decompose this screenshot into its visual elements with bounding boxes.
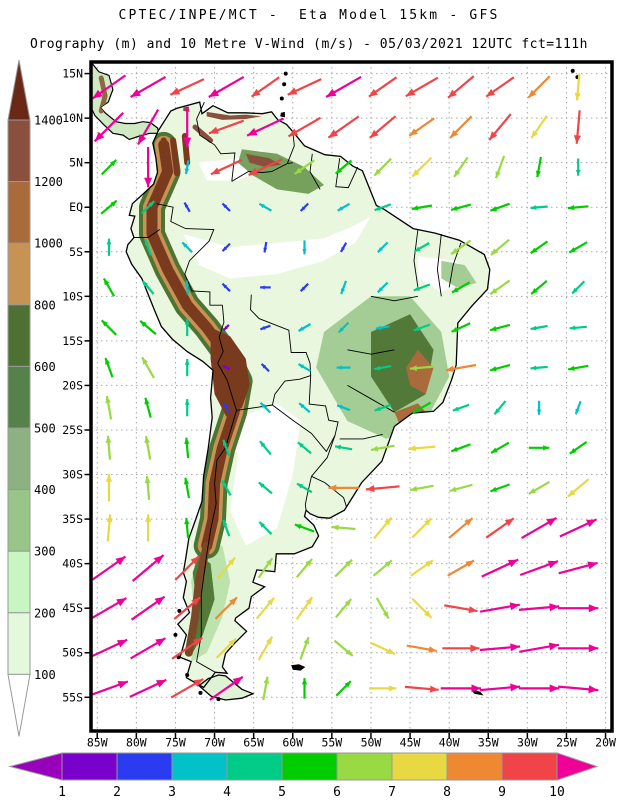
svg-text:4: 4 (223, 785, 231, 800)
svg-text:10S: 10S (62, 289, 83, 303)
svg-text:800: 800 (34, 298, 56, 312)
svg-text:1000: 1000 (34, 237, 63, 251)
svg-text:55W: 55W (321, 736, 342, 749)
svg-text:9: 9 (498, 785, 506, 800)
svg-text:35W: 35W (478, 736, 499, 749)
svg-text:25S: 25S (62, 423, 83, 437)
orography-labels: 1400 1200 1000 800 600 500 400 300 200 100 (34, 114, 63, 682)
svg-text:75W: 75W (165, 736, 186, 749)
svg-text:600: 600 (34, 360, 56, 374)
svg-text:8: 8 (443, 785, 451, 800)
svg-text:10N: 10N (62, 111, 83, 125)
svg-text:25W: 25W (556, 736, 577, 749)
lon-axis: 85W 80W 75W 70W 65W 60W 55W 50W 45W 40W 35W 30W 25W 2… (87, 733, 616, 748)
orography-under-arrow (7, 673, 31, 737)
svg-text:5: 5 (278, 785, 286, 800)
svg-text:EQ: EQ (69, 200, 83, 214)
svg-text:50S: 50S (62, 646, 83, 660)
svg-text:1: 1 (58, 785, 66, 800)
svg-text:40W: 40W (439, 736, 460, 749)
svg-text:35S: 35S (62, 512, 83, 526)
svg-text:70W: 70W (204, 736, 225, 749)
wind-speed-colorbar: 1 2 3 4 5 6 7 8 9 10 (8, 752, 599, 800)
lat-axis: 15N 10N 5N EQ 5S 10S 15S 20S 25S 30S 35S 40S 45S 50S 5… (62, 67, 90, 704)
figure-title: CPTEC/INPE/MCT - Eta Model 15km - GFS (118, 8, 500, 23)
svg-text:45S: 45S (62, 601, 83, 615)
wind-under-arrow (8, 752, 63, 781)
svg-text:300: 300 (34, 545, 56, 559)
svg-text:100: 100 (34, 668, 56, 682)
svg-text:2: 2 (113, 785, 121, 800)
svg-text:400: 400 (34, 483, 56, 497)
svg-text:55S: 55S (62, 690, 83, 704)
svg-text:80W: 80W (126, 736, 147, 749)
svg-text:3: 3 (168, 785, 176, 800)
svg-text:15S: 15S (62, 334, 83, 348)
svg-text:20W: 20W (595, 736, 616, 749)
svg-text:15N: 15N (62, 67, 83, 81)
svg-text:85W: 85W (87, 736, 108, 749)
wind-arrows (91, 73, 599, 701)
orography-over-arrow (7, 59, 31, 121)
svg-text:20S: 20S (62, 378, 83, 392)
svg-text:30S: 30S (62, 468, 83, 482)
wind-labels: 1 2 3 4 5 6 7 8 9 10 (58, 785, 565, 800)
figure-subtitle: Orography (m) and 10 Metre V-Wind (m/s) … (30, 37, 588, 52)
svg-text:50W: 50W (361, 736, 382, 749)
plot-frame (89, 60, 614, 733)
svg-text:5N: 5N (69, 156, 83, 170)
map-plot: 15N 10N 5N EQ 5S 10S 15S 20S 25S 30S 35S 40S 45S 50S 5… (62, 60, 616, 748)
svg-text:5S: 5S (69, 245, 83, 259)
svg-text:40S: 40S (62, 557, 83, 571)
svg-text:45W: 45W (400, 736, 421, 749)
islands (173, 68, 580, 702)
wind-over-arrow (556, 752, 599, 781)
svg-text:30W: 30W (517, 736, 538, 749)
country-borders (134, 101, 462, 673)
svg-text:10: 10 (549, 785, 565, 800)
svg-text:500: 500 (34, 422, 56, 436)
svg-text:60W: 60W (282, 736, 303, 749)
svg-text:65W: 65W (243, 736, 264, 749)
svg-text:1400: 1400 (34, 114, 63, 128)
svg-text:200: 200 (34, 606, 56, 620)
svg-text:6: 6 (333, 785, 341, 800)
svg-text:1200: 1200 (34, 175, 63, 189)
orography-colorbar: 1400 1200 1000 800 600 500 400 300 200 100 (7, 59, 63, 737)
svg-text:7: 7 (388, 785, 396, 800)
